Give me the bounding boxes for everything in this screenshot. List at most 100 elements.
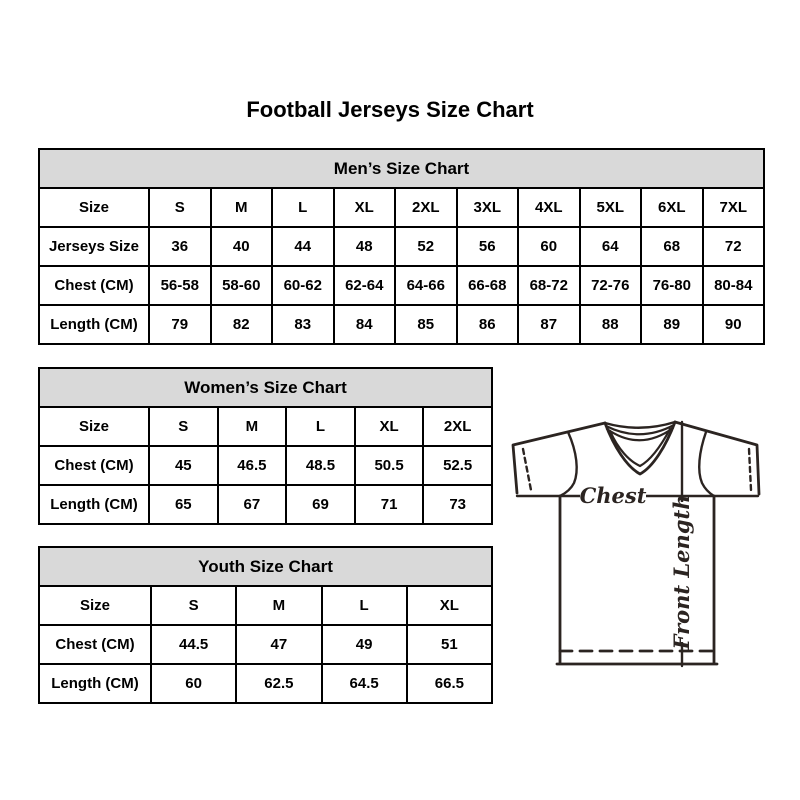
value-cell: 72-76 [578,265,642,306]
value-cell: 7XL [701,187,765,228]
row-label-cell: Size [38,406,150,447]
value-cell: 52.5 [422,445,493,486]
value-cell: 6XL [640,187,704,228]
value-cell: 49 [320,624,408,665]
table-title-row: Women’s Size Chart [38,367,493,408]
value-cell: 44.5 [149,624,238,665]
value-cell: 73 [422,484,493,525]
value-cell: 89 [640,304,704,345]
value-cell: 62.5 [235,663,323,704]
value-cell: S [149,585,238,626]
value-cell: 65 [148,484,219,525]
page-title: Football Jerseys Size Chart [246,97,534,122]
value-cell: 66.5 [405,663,494,704]
collar-band-line-2 [605,426,675,442]
chest-label-bg [580,486,646,506]
value-cell: 82 [209,304,273,345]
right-armhole-seam [698,430,716,498]
jersey-body [555,494,719,666]
value-cell: 45 [148,445,219,486]
value-cell: S [148,406,219,447]
value-cell: 72 [701,226,765,267]
table-row: Size S M L XL 2XL [38,406,493,447]
youth-size-table: Youth Size Chart Size S M L XL Chest (CM) 44.5 4… [38,546,494,704]
row-label-cell: Size [38,585,152,626]
value-cell: 88 [578,304,642,345]
table-row: Size S M L XL 2XL 3XL 4XL 5XL 6XL 7XL [38,187,765,228]
value-cell: 69 [285,484,356,525]
value-cell: 46.5 [216,445,288,486]
value-cell: 67 [216,484,288,525]
table-row: Chest (CM) 44.5 47 49 51 [38,624,494,665]
value-cell: 4XL [517,187,581,228]
chest-label-group: Chest [580,483,647,508]
table-title-band: Men’s Size Chart [38,148,765,189]
v-neck-inner [608,427,672,468]
value-cell: XL [353,406,425,447]
value-cell: S [148,187,212,228]
value-cell: 56-58 [148,265,212,306]
left-armhole-seam [558,430,578,498]
table-title-band: Women’s Size Chart [38,367,493,408]
value-cell: 64-66 [394,265,458,306]
table-row: Chest (CM) 56-58 58-60 60-62 62-64 64-66 66-68… [38,265,765,306]
jersey-measurement-diagram: Chest Front Length [511,420,761,668]
value-cell: 5XL [578,187,642,228]
value-cell: 2XL [422,406,493,447]
value-cell: 60 [517,226,581,267]
value-cell: 48.5 [285,445,356,486]
value-cell: 83 [271,304,335,345]
value-cell: M [235,585,323,626]
row-label-cell: Jerseys Size [38,226,150,267]
left-shoulder-sleeve [511,421,607,495]
row-label-cell: Length (CM) [38,663,152,704]
right-cuff-dashed-seam [747,447,753,492]
table-row: Size S M L XL [38,585,494,626]
front-length-label: Front Length [669,495,694,651]
mens-size-table: Men’s Size Chart Size S M L XL 2XL 3XL 4XL 5XL 6XL… [38,148,765,345]
value-cell: L [271,187,335,228]
right-shoulder-sleeve [673,420,761,496]
value-cell: 58-60 [209,265,273,306]
value-cell: M [216,406,288,447]
value-cell: 60-62 [271,265,335,306]
value-cell: 3XL [455,187,519,228]
row-label-cell: Length (CM) [38,304,150,345]
value-cell: 36 [148,226,212,267]
table-row: Length (CM) 79 82 83 84 85 86 87 88 89 90 [38,304,765,345]
chest-label: Chest [580,483,647,508]
left-cuff-dashed-seam [521,447,533,492]
value-cell: 86 [455,304,519,345]
value-cell: 40 [209,226,273,267]
value-cell: 76-80 [640,265,704,306]
value-cell: 56 [455,226,519,267]
value-cell: 44 [271,226,335,267]
row-label-cell: Chest (CM) [38,265,150,306]
table-title-row: Youth Size Chart [38,546,493,587]
collar-band-line [604,423,676,436]
front-length-label-bg [671,502,692,642]
table-row: Length (CM) 60 62.5 64.5 66.5 [38,663,494,704]
value-cell: 79 [148,304,212,345]
value-cell: 51 [405,624,494,665]
table-title-row: Men’s Size Chart [38,148,765,189]
value-cell: 68-72 [517,265,581,306]
table-row: Chest (CM) 45 46.5 48.5 50.5 52.5 [38,445,493,486]
row-label-cell: Size [38,187,150,228]
jersey-outline [511,420,761,668]
value-cell: 66-68 [455,265,519,306]
value-cell: 71 [353,484,425,525]
value-cell: 2XL [394,187,458,228]
value-cell: 62-64 [332,265,396,306]
value-cell: XL [332,187,396,228]
value-cell: XL [405,585,494,626]
value-cell: 85 [394,304,458,345]
row-label-cell: Length (CM) [38,484,150,525]
row-label-cell: Chest (CM) [38,445,150,486]
value-cell: 64 [578,226,642,267]
value-cell: 60 [149,663,238,704]
row-label-cell: Chest (CM) [38,624,152,665]
front-length-label-group: Front Length [669,495,694,651]
value-cell: 68 [640,226,704,267]
